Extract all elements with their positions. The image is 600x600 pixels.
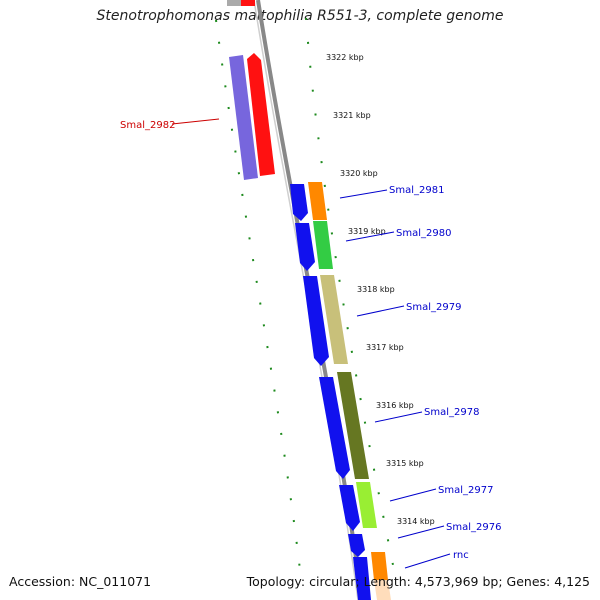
tick-label: 3320 kbp bbox=[340, 169, 378, 178]
gene-smal-2977-feature[interactable] bbox=[356, 482, 377, 528]
gene-label[interactable]: Smal_2982 bbox=[120, 120, 175, 131]
gene-leader-line bbox=[356, 305, 405, 317]
gene-leader-line bbox=[171, 118, 220, 125]
gene-smal-2977[interactable] bbox=[339, 485, 360, 531]
gene-smal-2979-feature[interactable] bbox=[320, 275, 348, 364]
genome-summary: Topology: circular; Length: 4,573,969 bp… bbox=[246, 574, 590, 589]
gene-label[interactable]: Smal_2980 bbox=[396, 228, 451, 239]
gene-leader-line bbox=[339, 189, 388, 199]
gene-smal-2979[interactable] bbox=[303, 276, 329, 366]
gene-leader-line bbox=[397, 525, 445, 539]
gene-smal-2980-feature[interactable] bbox=[313, 221, 333, 269]
tick-label: 3318 kbp bbox=[357, 285, 395, 294]
gene-smal-2982-cds[interactable] bbox=[229, 55, 258, 180]
gene-label[interactable]: Smal_2976 bbox=[446, 522, 501, 533]
gene-smal-2978[interactable] bbox=[319, 377, 350, 479]
gene-label[interactable]: Smal_2977 bbox=[438, 485, 493, 496]
gene-leader-line bbox=[374, 411, 423, 423]
tick-label: 3316 kbp bbox=[376, 401, 414, 410]
gene-rnc[interactable] bbox=[353, 557, 371, 600]
gene-top-gray bbox=[227, 0, 241, 6]
gene-label[interactable]: Smal_2979 bbox=[406, 302, 461, 313]
tick-label: 3317 kbp bbox=[366, 343, 404, 352]
gene-leader-line bbox=[404, 553, 451, 569]
gene-label[interactable]: Smal_2978 bbox=[424, 407, 479, 418]
gene-top-red bbox=[241, 0, 255, 6]
gene-smal-2982[interactable] bbox=[247, 53, 275, 176]
accession-label: Accession: NC_011071 bbox=[9, 574, 152, 589]
gene-leader-line bbox=[345, 231, 395, 242]
map-title: Stenotrophomonas maltophilia R551-3, com… bbox=[96, 8, 504, 24]
tick-label: 3315 kbp bbox=[386, 459, 424, 468]
gene-leader-line bbox=[389, 488, 437, 502]
tick-label: 3322 kbp bbox=[326, 53, 364, 62]
gene-smal-2981[interactable] bbox=[290, 184, 308, 221]
gene-label[interactable]: Smal_2981 bbox=[389, 185, 444, 196]
gene-label[interactable]: rnc bbox=[453, 550, 469, 561]
tick-label: 3319 kbp bbox=[348, 227, 386, 236]
gene-rnc-feature[interactable] bbox=[371, 552, 388, 580]
tick-label: 3321 kbp bbox=[333, 111, 371, 120]
gene-smal-2980[interactable] bbox=[295, 223, 315, 271]
gene-smal-2976[interactable] bbox=[348, 534, 365, 557]
gene-smal-2981-feature[interactable] bbox=[308, 182, 327, 220]
tick-label: 3314 kbp bbox=[397, 517, 435, 526]
gene-smal-2978-feature[interactable] bbox=[337, 372, 369, 479]
